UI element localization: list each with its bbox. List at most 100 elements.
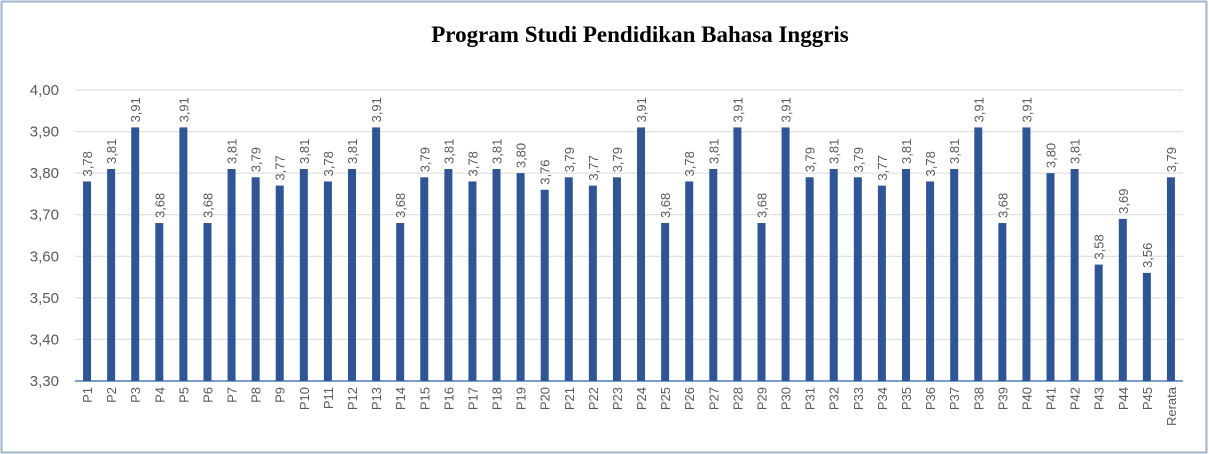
bar [420,177,429,381]
value-label: 3,79 [417,147,432,172]
x-tick-label: P1 [80,387,95,403]
bar [733,127,742,382]
bar [974,127,983,382]
x-tick-label: P13 [369,387,384,410]
bar [299,168,308,381]
value-label: 3,56 [1140,243,1155,268]
x-tick-label: Rerata [1164,386,1179,426]
bar [516,173,525,381]
value-label: 3,81 [706,139,721,164]
x-tick-label: P8 [249,387,264,403]
x-tick-label: P44 [1116,387,1131,410]
x-tick-label: P22 [586,387,601,410]
value-label: 3,68 [393,193,408,218]
value-label: 3,68 [658,193,673,218]
value-label: 3,81 [827,139,842,164]
value-label: 3,68 [995,193,1010,218]
x-tick-label: P33 [851,387,866,410]
bar [396,223,405,381]
value-label: 3,81 [947,139,962,164]
bar [1118,218,1127,381]
value-label: 3,78 [465,151,480,176]
x-tick-label: P12 [345,387,360,410]
bar [805,177,814,381]
bar [131,127,140,382]
bar [107,168,116,381]
bar [588,185,597,381]
x-tick-label: P28 [730,387,745,410]
x-tick-label: P30 [779,387,794,410]
bar [1094,264,1103,381]
x-tick-label: P14 [393,387,408,410]
value-label: 3,91 [971,97,986,122]
value-label: 3,77 [273,155,288,180]
value-label: 3,78 [923,151,938,176]
x-tick-label: P9 [273,387,288,403]
x-tick-label: P3 [128,387,143,403]
x-tick-label: P7 [225,387,240,403]
y-tick-label: 3,60 [30,248,59,265]
bar [251,177,260,381]
bar [203,223,212,381]
x-tick-label: P39 [995,387,1010,410]
y-tick-label: 4,00 [30,82,59,99]
x-tick-label: P26 [682,387,697,410]
y-tick-label: 3,90 [30,124,59,141]
x-tick-label: P2 [104,387,119,403]
value-label: 3,78 [682,151,697,176]
bar [877,185,886,381]
y-tick-label: 3,80 [30,165,59,182]
x-tick-label: P29 [754,387,769,410]
bar [998,223,1007,381]
bar [1046,173,1055,381]
x-tick-label: P5 [176,387,191,403]
bar [1022,127,1031,382]
bar [372,127,381,382]
bar [155,223,164,381]
x-tick-label: P19 [514,387,529,410]
value-label: 3,81 [297,139,312,164]
bar [1166,177,1175,381]
x-tick-label: P42 [1068,387,1083,410]
value-label: 3,81 [104,139,119,164]
bar [757,223,766,381]
x-tick-label: P18 [490,387,505,410]
x-tick-label: P41 [1044,387,1059,410]
y-tick-label: 3,70 [30,207,59,224]
value-label: 3,68 [754,193,769,218]
x-tick-label: P6 [200,387,215,403]
value-label: 3,79 [803,147,818,172]
bar [781,127,790,382]
value-label: 3,79 [851,147,866,172]
value-label: 3,68 [200,193,215,218]
value-label: 3,91 [730,97,745,122]
bar [709,168,718,381]
x-tick-label: P17 [465,387,480,410]
bar [950,168,959,381]
y-tick-label: 3,30 [30,373,59,390]
value-label: 3,91 [128,97,143,122]
value-label: 3,77 [875,155,890,180]
value-label: 3,81 [1068,139,1083,164]
x-tick-label: P36 [923,387,938,410]
bar [685,181,694,381]
x-tick-label: P37 [947,387,962,410]
y-tick-label: 3,40 [30,331,59,348]
x-tick-label: P21 [562,387,577,410]
x-tick-label: P11 [321,387,336,409]
value-label: 3,78 [80,151,95,176]
chart-title: Program Studi Pendidikan Bahasa Inggris [431,22,849,47]
value-label: 3,79 [1164,147,1179,172]
value-label: 3,91 [369,97,384,122]
bar [1142,272,1151,381]
y-tick-label: 3,50 [30,290,59,307]
value-label: 3,91 [176,97,191,122]
x-tick-label: P25 [658,387,673,410]
bar [540,189,549,381]
x-tick-label: P38 [971,387,986,410]
bar [637,127,646,382]
value-label: 3,79 [249,147,264,172]
x-tick-label: P27 [706,387,721,410]
bar [444,168,453,381]
x-tick-label: P34 [875,387,890,410]
